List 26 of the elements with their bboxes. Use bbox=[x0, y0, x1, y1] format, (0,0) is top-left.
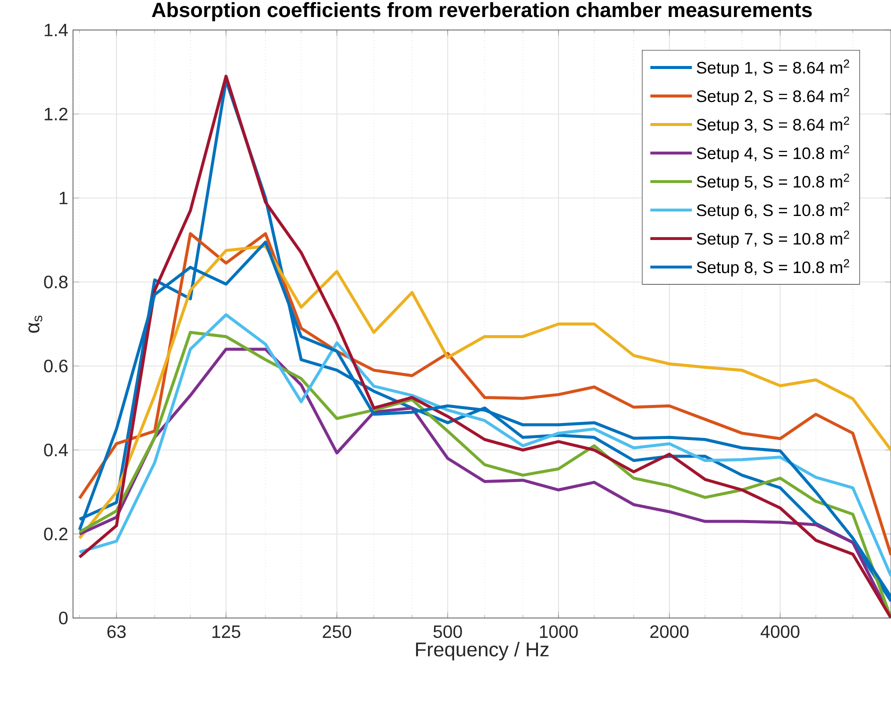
x-tick-label: 4000 bbox=[760, 625, 800, 638]
y-tick-label: 0.2 bbox=[44, 528, 68, 540]
legend-label: Setup 5, S = 10.8 m$^{2}$ bbox=[696, 174, 850, 191]
y-axis-title: α$_{s}$ bbox=[28, 316, 42, 333]
legend-label: Setup 6, S = 10.8 m$^{2}$ bbox=[696, 202, 850, 220]
legend-label: Setup 3, S = 8.64 m$^{2}$ bbox=[696, 116, 850, 134]
y-tick-label: 1.2 bbox=[44, 108, 68, 120]
y-tick-label: 0.8 bbox=[44, 276, 68, 288]
y-tick-label: 1 bbox=[60, 192, 68, 204]
x-tick-label: 125 bbox=[212, 625, 240, 638]
x-axis-title: Frequency / Hz bbox=[416, 642, 549, 660]
legend-label: Setup 1, S = 8.64 m$^{2}$ bbox=[696, 60, 850, 77]
x-tick-label: 63 bbox=[107, 625, 126, 638]
y-tick-label: 1.4 bbox=[44, 24, 68, 36]
x-tick-label: 1000 bbox=[540, 625, 578, 638]
y-tick-label: 0.4 bbox=[44, 444, 68, 456]
y-tick-label: 0 bbox=[59, 612, 68, 624]
y-tick-label: 0.6 bbox=[44, 360, 68, 372]
x-tick-label: 500 bbox=[433, 625, 462, 638]
chart-title: Absorption coefficients from reverberation chamber measurements bbox=[152, 2, 812, 22]
legend-label: Setup 4, S = 10.8 m$^{2}$ bbox=[696, 145, 850, 162]
legend-label: Setup 2, S = 8.64 m$^{2}$ bbox=[696, 88, 850, 106]
x-tick-label: 250 bbox=[322, 625, 352, 638]
x-tick-label: 2000 bbox=[650, 625, 689, 638]
legend-label: Setup 8, S = 10.8 m$^{2}$ bbox=[696, 259, 850, 276]
legend-label: Setup 7, S = 10.8 m$^{2}$ bbox=[696, 230, 850, 248]
